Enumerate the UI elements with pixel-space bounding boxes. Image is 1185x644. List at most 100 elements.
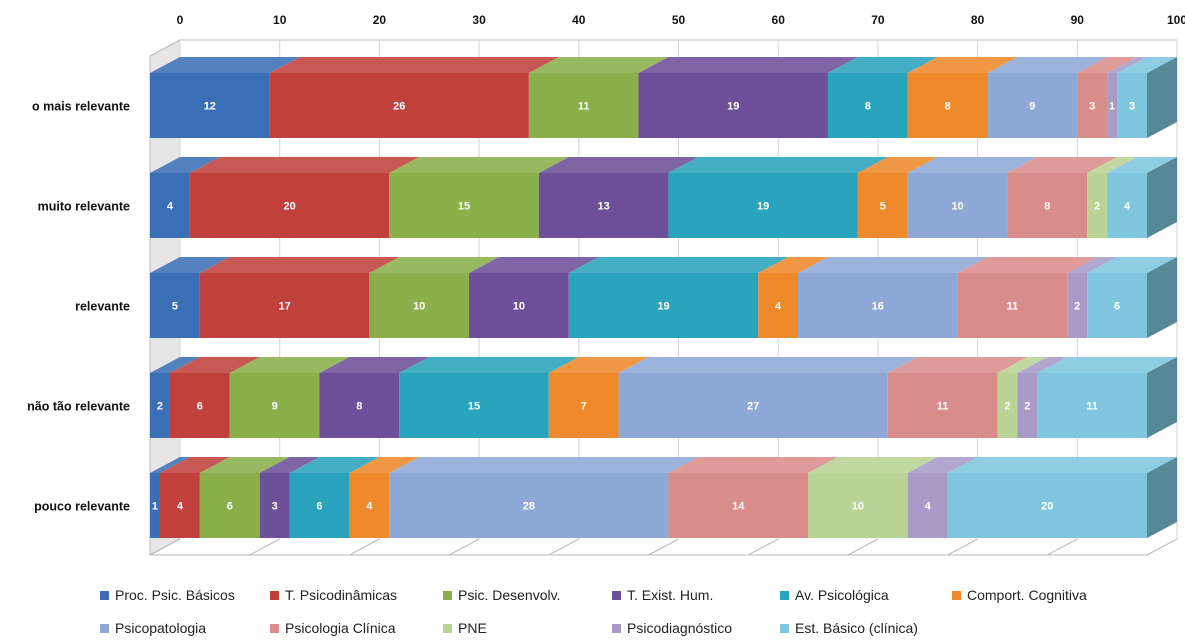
bar [319, 373, 400, 438]
data-label: 9 [1029, 101, 1035, 113]
bar [1007, 173, 1088, 238]
bar-top [1087, 257, 1177, 273]
legend-swatch [780, 624, 789, 633]
x-tick-label: 0 [177, 13, 184, 27]
floor-gridline [947, 538, 978, 556]
floor-gridline [249, 538, 280, 556]
data-label: 5 [172, 301, 178, 313]
data-label: 5 [880, 201, 886, 213]
bar-top [1087, 157, 1138, 173]
bar [1037, 373, 1147, 438]
x-tick-label: 100 [1167, 13, 1185, 27]
bar [1017, 373, 1038, 438]
data-label: 17 [278, 301, 290, 313]
bar [887, 373, 998, 438]
bar-top [159, 457, 230, 473]
bar [668, 173, 858, 238]
bar-top [668, 157, 888, 173]
bar [169, 373, 230, 438]
bar-top [548, 357, 649, 373]
floor-gridline [349, 538, 380, 556]
bar [150, 73, 270, 138]
bar-top [1077, 57, 1138, 73]
bar-top [199, 257, 400, 273]
legend-label: Est. Básico (clínica) [795, 620, 918, 636]
data-label: 26 [393, 101, 405, 113]
bar [907, 473, 948, 538]
data-label: 8 [356, 401, 362, 413]
bar [997, 373, 1018, 438]
bar-top [150, 157, 220, 173]
data-label: 4 [775, 301, 782, 313]
data-label: 6 [197, 401, 203, 413]
bar-top [947, 457, 1177, 473]
bar-top [1017, 357, 1068, 373]
x-tick-label: 70 [871, 13, 885, 27]
bar-top [528, 57, 669, 73]
floor-gridline [648, 538, 679, 556]
bar-end [1147, 157, 1177, 238]
data-label: 2 [1094, 201, 1100, 213]
data-label: 12 [204, 101, 216, 113]
bar [638, 73, 828, 138]
bar [618, 373, 888, 438]
floor-gridline [548, 538, 580, 556]
data-label: 1 [152, 501, 158, 513]
bar [269, 73, 529, 138]
bar-top [538, 157, 699, 173]
bar [1117, 73, 1147, 138]
floor-gridline [747, 538, 779, 556]
floor-gridline [847, 538, 879, 556]
x-tick-label: 40 [572, 13, 586, 27]
bar [189, 173, 390, 238]
data-label: 4 [177, 501, 184, 513]
bar-top [857, 157, 938, 173]
data-label: 14 [732, 501, 745, 513]
bar-top [827, 57, 938, 73]
data-label: 15 [468, 401, 480, 413]
bar [259, 473, 290, 538]
bar-top [229, 357, 350, 373]
bar-end [1147, 457, 1177, 538]
x-tick-label: 90 [1071, 13, 1085, 27]
bar [548, 373, 619, 438]
bar-top [957, 257, 1098, 273]
bar-top [150, 57, 300, 73]
data-label: 8 [945, 101, 951, 113]
bar [758, 273, 799, 338]
bar-top [150, 357, 200, 373]
data-label: 6 [1114, 301, 1120, 313]
bar-top [798, 257, 988, 273]
legend-label: T. Exist. Hum. [627, 587, 713, 603]
data-label: 10 [852, 501, 864, 513]
bar-top [1117, 57, 1177, 73]
bar [199, 473, 260, 538]
bar-top [289, 457, 380, 473]
legend-label: T. Psicodinâmicas [285, 587, 397, 603]
data-label: 9 [272, 401, 278, 413]
bar-top [150, 257, 230, 273]
data-label: 16 [872, 301, 884, 313]
bar-top [997, 357, 1048, 373]
legend-label: PNE [458, 620, 487, 636]
data-label: 6 [316, 501, 322, 513]
data-label: 19 [727, 101, 739, 113]
bar [987, 73, 1078, 138]
bar-top [389, 457, 699, 473]
bar [1087, 273, 1147, 338]
legend-swatch [100, 624, 109, 633]
bar-top [469, 257, 599, 273]
bar [907, 173, 1008, 238]
bar [150, 473, 160, 538]
data-label: 1 [1109, 101, 1115, 113]
bar-top [987, 57, 1108, 73]
floor-gridline [1047, 538, 1078, 556]
bar [229, 373, 320, 438]
bar-top [369, 257, 500, 273]
legend-swatch [443, 624, 452, 633]
bar [150, 373, 170, 438]
bar [159, 473, 200, 538]
data-label: 13 [598, 201, 610, 213]
bar [957, 273, 1068, 338]
